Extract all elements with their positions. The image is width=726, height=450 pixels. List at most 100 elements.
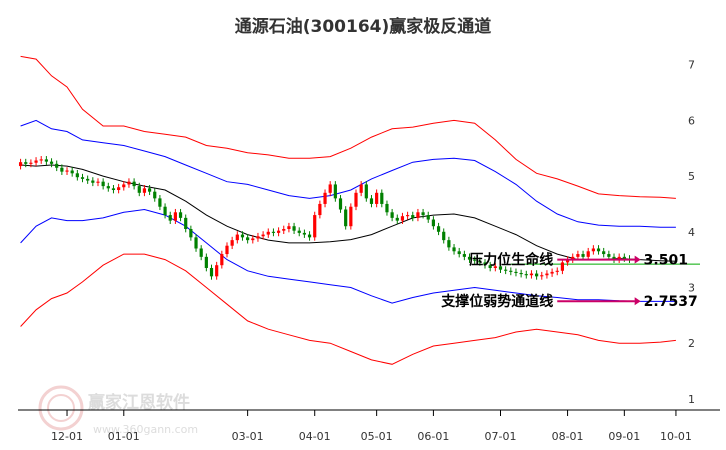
x-tick-label: 10-01 — [660, 430, 692, 443]
candle-body — [96, 181, 100, 183]
candle-body — [436, 226, 441, 232]
y-tick-label: 1 — [688, 393, 695, 406]
candle-body — [251, 238, 255, 241]
candle-body — [287, 226, 291, 229]
candle-body — [596, 248, 601, 252]
candle-body — [230, 240, 234, 246]
candle-body — [24, 162, 28, 164]
candle-body — [199, 248, 203, 257]
candle-body — [426, 215, 430, 220]
band-outer-upper-line — [20, 55, 676, 199]
candle-body — [137, 186, 141, 193]
candle-body — [209, 267, 214, 277]
candle-body — [60, 167, 64, 172]
candle-body — [132, 181, 136, 187]
annotation-value: 2.7537 — [644, 294, 698, 310]
candle-body — [86, 178, 90, 181]
candle-body — [535, 273, 539, 277]
candle-body — [555, 270, 559, 272]
candle-body — [349, 206, 353, 227]
candle-body — [147, 188, 152, 192]
candle-body — [127, 181, 131, 185]
candle-body — [607, 254, 611, 257]
watermark-logo-icon — [38, 385, 84, 431]
candle-body — [498, 266, 503, 270]
x-tick-label: 06-01 — [417, 430, 449, 443]
candle-body — [65, 170, 69, 172]
candle-body — [431, 219, 436, 227]
candle-body — [344, 209, 348, 227]
candle-body — [271, 231, 276, 233]
candle-body — [215, 265, 219, 277]
candle-body — [612, 256, 616, 260]
candle-body — [442, 231, 446, 241]
candle-body — [369, 198, 374, 204]
candle-body — [18, 162, 23, 167]
band-inner-upper-line — [20, 119, 676, 228]
candle-body — [323, 192, 327, 204]
candle-body — [545, 273, 549, 276]
candle-body — [354, 192, 358, 207]
candle-body — [540, 275, 544, 277]
candle-body — [576, 254, 580, 257]
x-tick-label: 01-01 — [108, 430, 140, 443]
candle-body — [122, 184, 126, 188]
candle-body — [488, 265, 492, 268]
candle-body — [55, 163, 59, 168]
candlestick-series — [18, 156, 632, 280]
candle-body — [101, 181, 105, 187]
candle-body — [266, 231, 270, 235]
x-tick-label: 05-01 — [361, 430, 393, 443]
band-outer-lower-line — [20, 253, 676, 365]
candle-body — [49, 161, 54, 164]
chart-title: 通源石油(300164)赢家极反通道 — [234, 17, 492, 37]
candle-body — [462, 254, 466, 257]
candle-body — [276, 230, 281, 233]
candle-body — [307, 234, 312, 238]
candle-body — [411, 215, 415, 218]
annotation-label: 支撑位弱势通道线 — [440, 293, 553, 310]
candle-body — [390, 212, 394, 218]
candle-body — [111, 188, 116, 191]
watermark: 赢家江恩软件 www.360gann.com — [38, 385, 198, 436]
annotation-value: 3.501 — [644, 253, 688, 269]
candle-body — [478, 260, 482, 263]
candle-body — [581, 254, 585, 257]
band-lines — [20, 55, 700, 365]
candle-body — [173, 212, 177, 221]
candle-body — [70, 170, 74, 174]
y-tick-label: 2 — [688, 337, 695, 350]
candle-body — [194, 237, 198, 249]
candle-body — [452, 247, 456, 252]
candle-body — [364, 184, 368, 199]
y-tick-label: 5 — [688, 170, 695, 183]
annotation-arrow-head — [634, 297, 641, 306]
x-tick-label: 04-01 — [299, 430, 331, 443]
candle-body — [256, 236, 260, 239]
candle-body — [493, 266, 497, 268]
candle-body — [400, 216, 405, 221]
candle-body — [44, 159, 48, 162]
candle-body — [617, 256, 621, 260]
candle-body — [571, 256, 575, 260]
candle-body — [235, 234, 239, 241]
candle-body — [80, 177, 85, 179]
candle-body — [178, 212, 183, 218]
band-inner-lower-line — [20, 208, 676, 304]
x-tick-label: 07-01 — [485, 430, 517, 443]
candle-body — [504, 269, 508, 271]
candle-body — [333, 184, 337, 199]
candle-body — [483, 262, 487, 266]
candle-body — [509, 270, 513, 272]
candle-body — [246, 237, 250, 241]
watermark-name: 赢家江恩软件 — [88, 392, 190, 413]
y-tick-label: 3 — [688, 281, 695, 294]
candle-body — [39, 159, 43, 161]
candle-body — [189, 229, 193, 238]
x-tick-label: 03-01 — [232, 430, 264, 443]
candle-body — [524, 274, 528, 276]
candle-body — [261, 234, 265, 237]
y-tick-label: 6 — [688, 114, 695, 127]
candle-body — [282, 229, 286, 231]
